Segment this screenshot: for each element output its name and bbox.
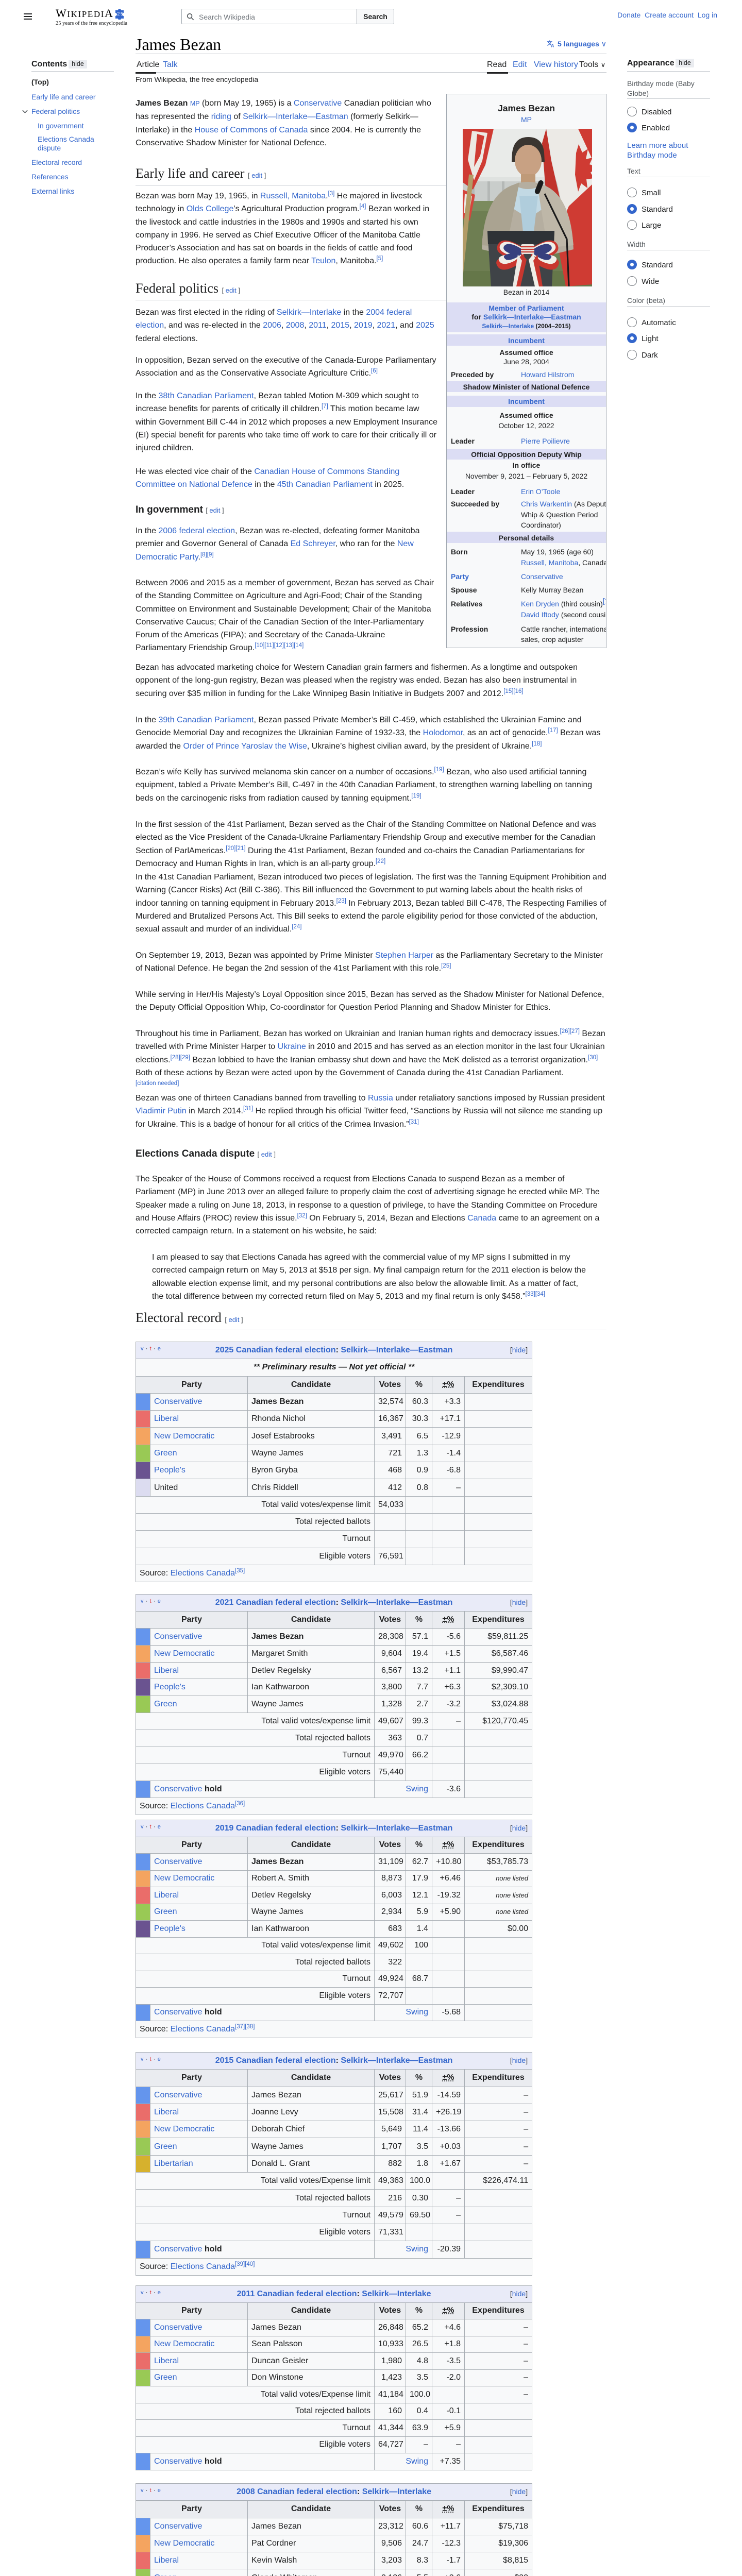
svg-text:25: 25 [117, 11, 124, 16]
svg-text:A: A [551, 43, 554, 48]
svg-text:文: 文 [547, 40, 553, 46]
